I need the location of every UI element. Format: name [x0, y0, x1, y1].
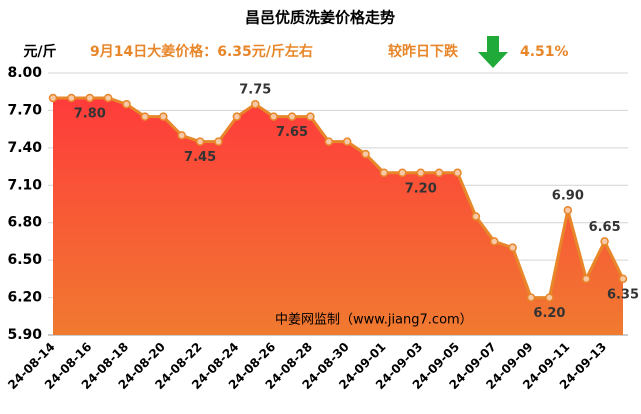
- y-tick-label: 6.80: [7, 215, 42, 231]
- point: [526, 293, 536, 302]
- point: [306, 112, 315, 121]
- y-tick-label: 7.40: [7, 140, 42, 156]
- point: [159, 112, 168, 121]
- data-label: 6.90: [552, 189, 584, 204]
- point: [618, 274, 628, 284]
- point: [177, 131, 186, 140]
- point: [48, 93, 58, 103]
- point: [251, 99, 260, 109]
- data-label: 6.20: [533, 306, 565, 321]
- point: [600, 237, 609, 246]
- point: [269, 112, 278, 121]
- down-arrow: [478, 36, 508, 68]
- point: [453, 168, 462, 178]
- point: [563, 205, 573, 215]
- point: [287, 112, 297, 121]
- point: [103, 93, 113, 103]
- data-label: 7.45: [184, 150, 216, 165]
- point: [416, 168, 425, 178]
- point: [490, 237, 499, 246]
- data-label: 6.35: [607, 287, 639, 302]
- point: [67, 93, 76, 103]
- point: [122, 99, 131, 109]
- y-tick-label: 7.10: [7, 177, 42, 193]
- area-fill: [53, 97, 623, 335]
- point: [342, 137, 352, 146]
- point: [324, 137, 334, 146]
- data-label: 7.75: [239, 83, 271, 98]
- point: [232, 112, 242, 121]
- point: [434, 168, 444, 178]
- watermark: 中姜网监制（www.jiang7.com）: [275, 313, 473, 328]
- point: [545, 293, 554, 302]
- point: [379, 168, 389, 178]
- point: [195, 137, 205, 146]
- point: [581, 274, 591, 284]
- change-text: 较昨日下跌: [388, 43, 459, 60]
- point: [508, 243, 517, 252]
- point: [471, 212, 481, 221]
- price-note: 9月14日大姜价格：6.35元/斤左右: [90, 43, 313, 60]
- data-label: 7.20: [405, 181, 437, 196]
- change-value: 4.51%: [520, 44, 569, 60]
- point: [214, 137, 223, 146]
- point: [361, 149, 370, 159]
- data-label: 7.65: [276, 125, 308, 140]
- chart-title: 昌邑优质洗姜价格走势: [245, 9, 395, 27]
- y-axis-label: 元/斤: [23, 43, 56, 60]
- data-label: 6.65: [589, 220, 621, 235]
- y-tick-label: 8.00: [7, 65, 42, 81]
- y-tick-label: 6.50: [7, 252, 42, 268]
- point: [140, 112, 150, 121]
- y-tick-label: 7.70: [7, 102, 42, 118]
- y-tick-label: 5.90: [7, 327, 42, 343]
- point: [85, 93, 95, 103]
- point: [398, 168, 407, 178]
- y-tick-label: 6.20: [7, 290, 42, 306]
- data-label: 7.80: [74, 106, 106, 121]
